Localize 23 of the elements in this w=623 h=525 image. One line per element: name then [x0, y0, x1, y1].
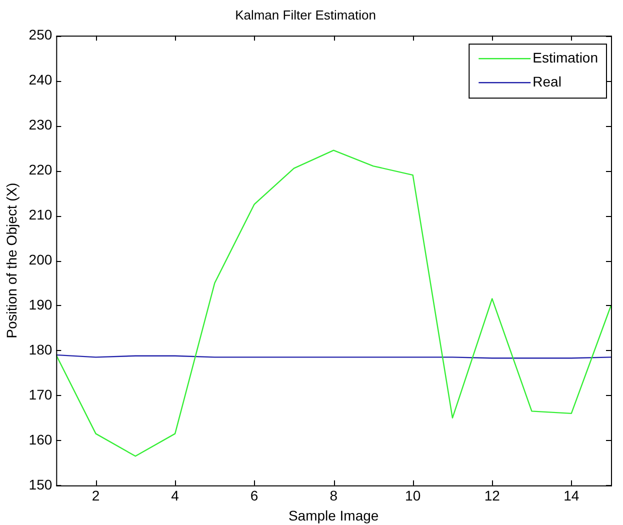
y-tick-label: 180	[28, 341, 52, 358]
x-tick-label: 4	[171, 488, 180, 504]
legend-label: Real	[532, 73, 562, 90]
x-tick-label: 12	[484, 488, 500, 504]
y-tick-label: 250	[28, 26, 52, 42]
y-tick-label: 240	[28, 71, 52, 88]
y-tick-label: 190	[28, 296, 52, 312]
y-axis-title: Position of the Object (X)	[3, 182, 20, 338]
x-axis-title: Sample Image	[288, 507, 379, 524]
y-tick-label: 200	[28, 251, 52, 268]
y-tick-label: 170	[28, 386, 52, 402]
x-tick-label: 10	[405, 488, 421, 504]
y-tick-label: 220	[28, 161, 52, 178]
x-tick-label: 6	[250, 488, 258, 504]
y-tick-label: 160	[28, 431, 52, 448]
chart-title: Kalman Filter Estimation	[235, 7, 376, 22]
y-tick-label: 230	[28, 116, 52, 132]
x-tick-label: 8	[330, 488, 338, 504]
x-tick-label: 14	[564, 488, 580, 504]
x-tick-label: 2	[92, 488, 100, 504]
y-tick-label: 150	[28, 476, 52, 492]
legend-label: Estimation	[532, 49, 598, 66]
y-tick-label: 210	[28, 206, 52, 222]
